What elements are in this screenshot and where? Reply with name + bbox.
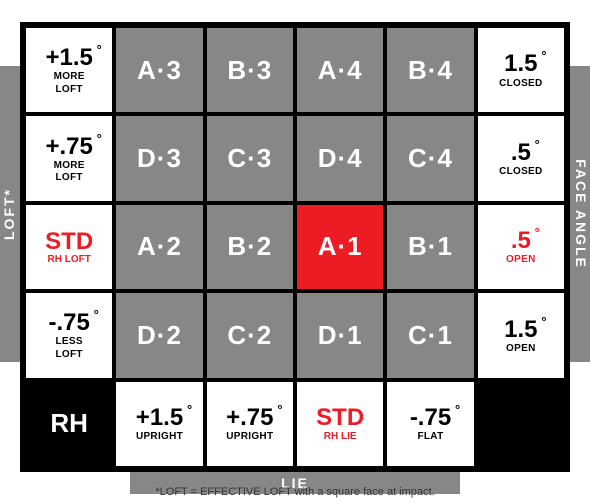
axis-face-angle-label: FACE ANGLE [570, 66, 590, 362]
lie-header-minus-0-75: -.75° FLAT [385, 380, 475, 468]
corner-rh: RH [24, 380, 114, 468]
loft-header-minus-0-75: -.75° LESS LOFT [24, 291, 114, 379]
setting-c4: C·4 [385, 114, 475, 202]
settings-grid: +1.5° MORE LOFT A·3 B·3 A·4 B·4 1.5° CLO… [24, 26, 566, 468]
lie-header-plus-0-75: +.75° UPRIGHT [205, 380, 295, 468]
loft-lie-face-matrix: LOFT* FACE ANGLE LIE +1.5° MORE LOFT A·3… [20, 22, 570, 472]
setting-c1: C·1 [385, 291, 475, 379]
face-header-0-5-closed: .5° CLOSED [476, 114, 566, 202]
loft-header-plus-1-5: +1.5° MORE LOFT [24, 26, 114, 114]
setting-c3: C·3 [205, 114, 295, 202]
setting-d1: D·1 [295, 291, 385, 379]
setting-b4: B·4 [385, 26, 475, 114]
loft-header-plus-0-75: +.75° MORE LOFT [24, 114, 114, 202]
setting-d3: D·3 [114, 114, 204, 202]
setting-b3: B·3 [205, 26, 295, 114]
setting-a2: A·2 [114, 203, 204, 291]
setting-d4: D·4 [295, 114, 385, 202]
loft-header-std: STD RH LOFT [24, 203, 114, 291]
setting-d2: D·2 [114, 291, 204, 379]
axis-loft-label: LOFT* [0, 66, 20, 362]
setting-a1-standard: A·1 [295, 203, 385, 291]
corner-bottom-right [476, 380, 566, 468]
setting-c2: C·2 [205, 291, 295, 379]
setting-a4: A·4 [295, 26, 385, 114]
setting-b2: B·2 [205, 203, 295, 291]
face-header-1-5-closed: 1.5° CLOSED [476, 26, 566, 114]
face-header-0-5-open: .5° OPEN [476, 203, 566, 291]
setting-b1: B·1 [385, 203, 475, 291]
face-header-1-5-open: 1.5° OPEN [476, 291, 566, 379]
setting-a3: A·3 [114, 26, 204, 114]
lie-header-std: STD RH LIE [295, 380, 385, 468]
lie-header-plus-1-5: +1.5° UPRIGHT [114, 380, 204, 468]
footnote-text: *LOFT = EFFECTIVE LOFT with a square fac… [0, 486, 590, 498]
